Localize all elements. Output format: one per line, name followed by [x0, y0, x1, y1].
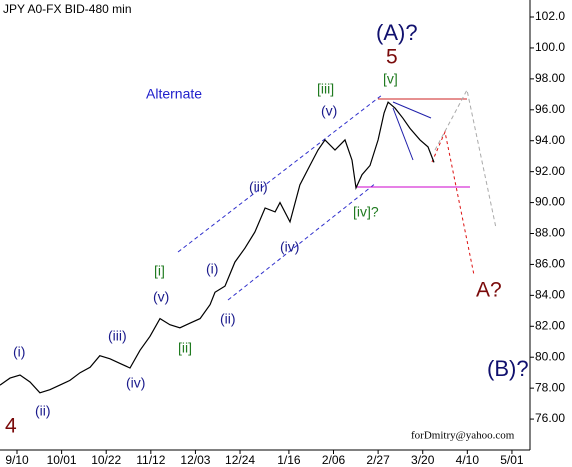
annotation: (iv)	[280, 239, 299, 255]
x-tick-label: 1/16	[277, 453, 301, 467]
annotation: (ii)	[35, 403, 51, 419]
wedge-lower	[392, 107, 414, 161]
y-tick-label: 102.0	[535, 9, 565, 23]
y-tick-label: 96.00	[535, 102, 565, 116]
x-tick-label: 3/20	[411, 453, 435, 467]
channel-lower	[227, 182, 377, 301]
y-tick-label: 88.00	[535, 226, 565, 240]
watermark: forDmitry@yahoo.com	[411, 430, 515, 442]
annotation: (A)?	[376, 20, 418, 45]
x-tick-label: 4/10	[456, 453, 480, 467]
chart-title: JPY A0-FX BID-480 min	[3, 2, 132, 16]
annotation: [ii]	[178, 340, 192, 356]
wedge-upper	[392, 101, 432, 119]
annotation: (iii)	[108, 328, 127, 344]
y-tick-label: 82.00	[535, 318, 565, 332]
y-tick-label: 86.00	[535, 257, 565, 271]
annotation: A?	[476, 279, 502, 302]
annotation: (v)	[321, 103, 337, 119]
y-tick-label: 84.00	[535, 288, 565, 302]
y-tick-label: 76.00	[535, 411, 565, 425]
x-tick-label: 2/27	[366, 453, 390, 467]
y-tick-label: 100.0	[535, 40, 565, 54]
y-tick-label: 80.00	[535, 349, 565, 363]
x-tick-label: 10/22	[91, 453, 121, 467]
x-tick-label: 9/10	[5, 453, 29, 467]
annotation: 4	[5, 415, 17, 438]
annotation: (v)	[153, 289, 169, 305]
annotations: Alternate (A)? 5 [v] [iii] (v) (iii) (iv…	[5, 20, 529, 442]
x-tick-label: 12/03	[180, 453, 210, 467]
y-tick-label: 94.00	[535, 133, 565, 147]
x-tick-label: 2/06	[322, 453, 346, 467]
y-tick-label: 92.00	[535, 164, 565, 178]
y-tick-label: 90.00	[535, 195, 565, 209]
x-tick-label: 5/01	[500, 453, 524, 467]
x-tick-label: 11/12	[136, 453, 165, 467]
channel-upper	[177, 94, 383, 253]
annotation: 5	[386, 46, 398, 69]
annotation: (iii)	[249, 179, 268, 195]
y-tick-label: 78.00	[535, 380, 565, 394]
annotation: [iii]	[317, 81, 334, 97]
annotation: (B)?	[487, 356, 529, 381]
annotation: (ii)	[220, 311, 236, 327]
annotation: (i)	[13, 344, 25, 360]
x-tick-label: 12/24	[225, 453, 255, 467]
x-tick-label: 10/01	[47, 453, 77, 467]
annotation: [v]	[383, 71, 398, 87]
annotation: (iv)	[126, 375, 145, 391]
forecast-main	[431, 130, 475, 276]
price-line	[0, 101, 435, 394]
annotation: [iv]?	[353, 204, 379, 220]
y-tick-label: 98.00	[535, 71, 565, 85]
annotation: Alternate	[146, 86, 202, 102]
overlays	[177, 88, 497, 301]
forecast-alt	[434, 88, 497, 229]
annotation: (i)	[206, 261, 218, 277]
annotation: [i]	[154, 263, 165, 279]
